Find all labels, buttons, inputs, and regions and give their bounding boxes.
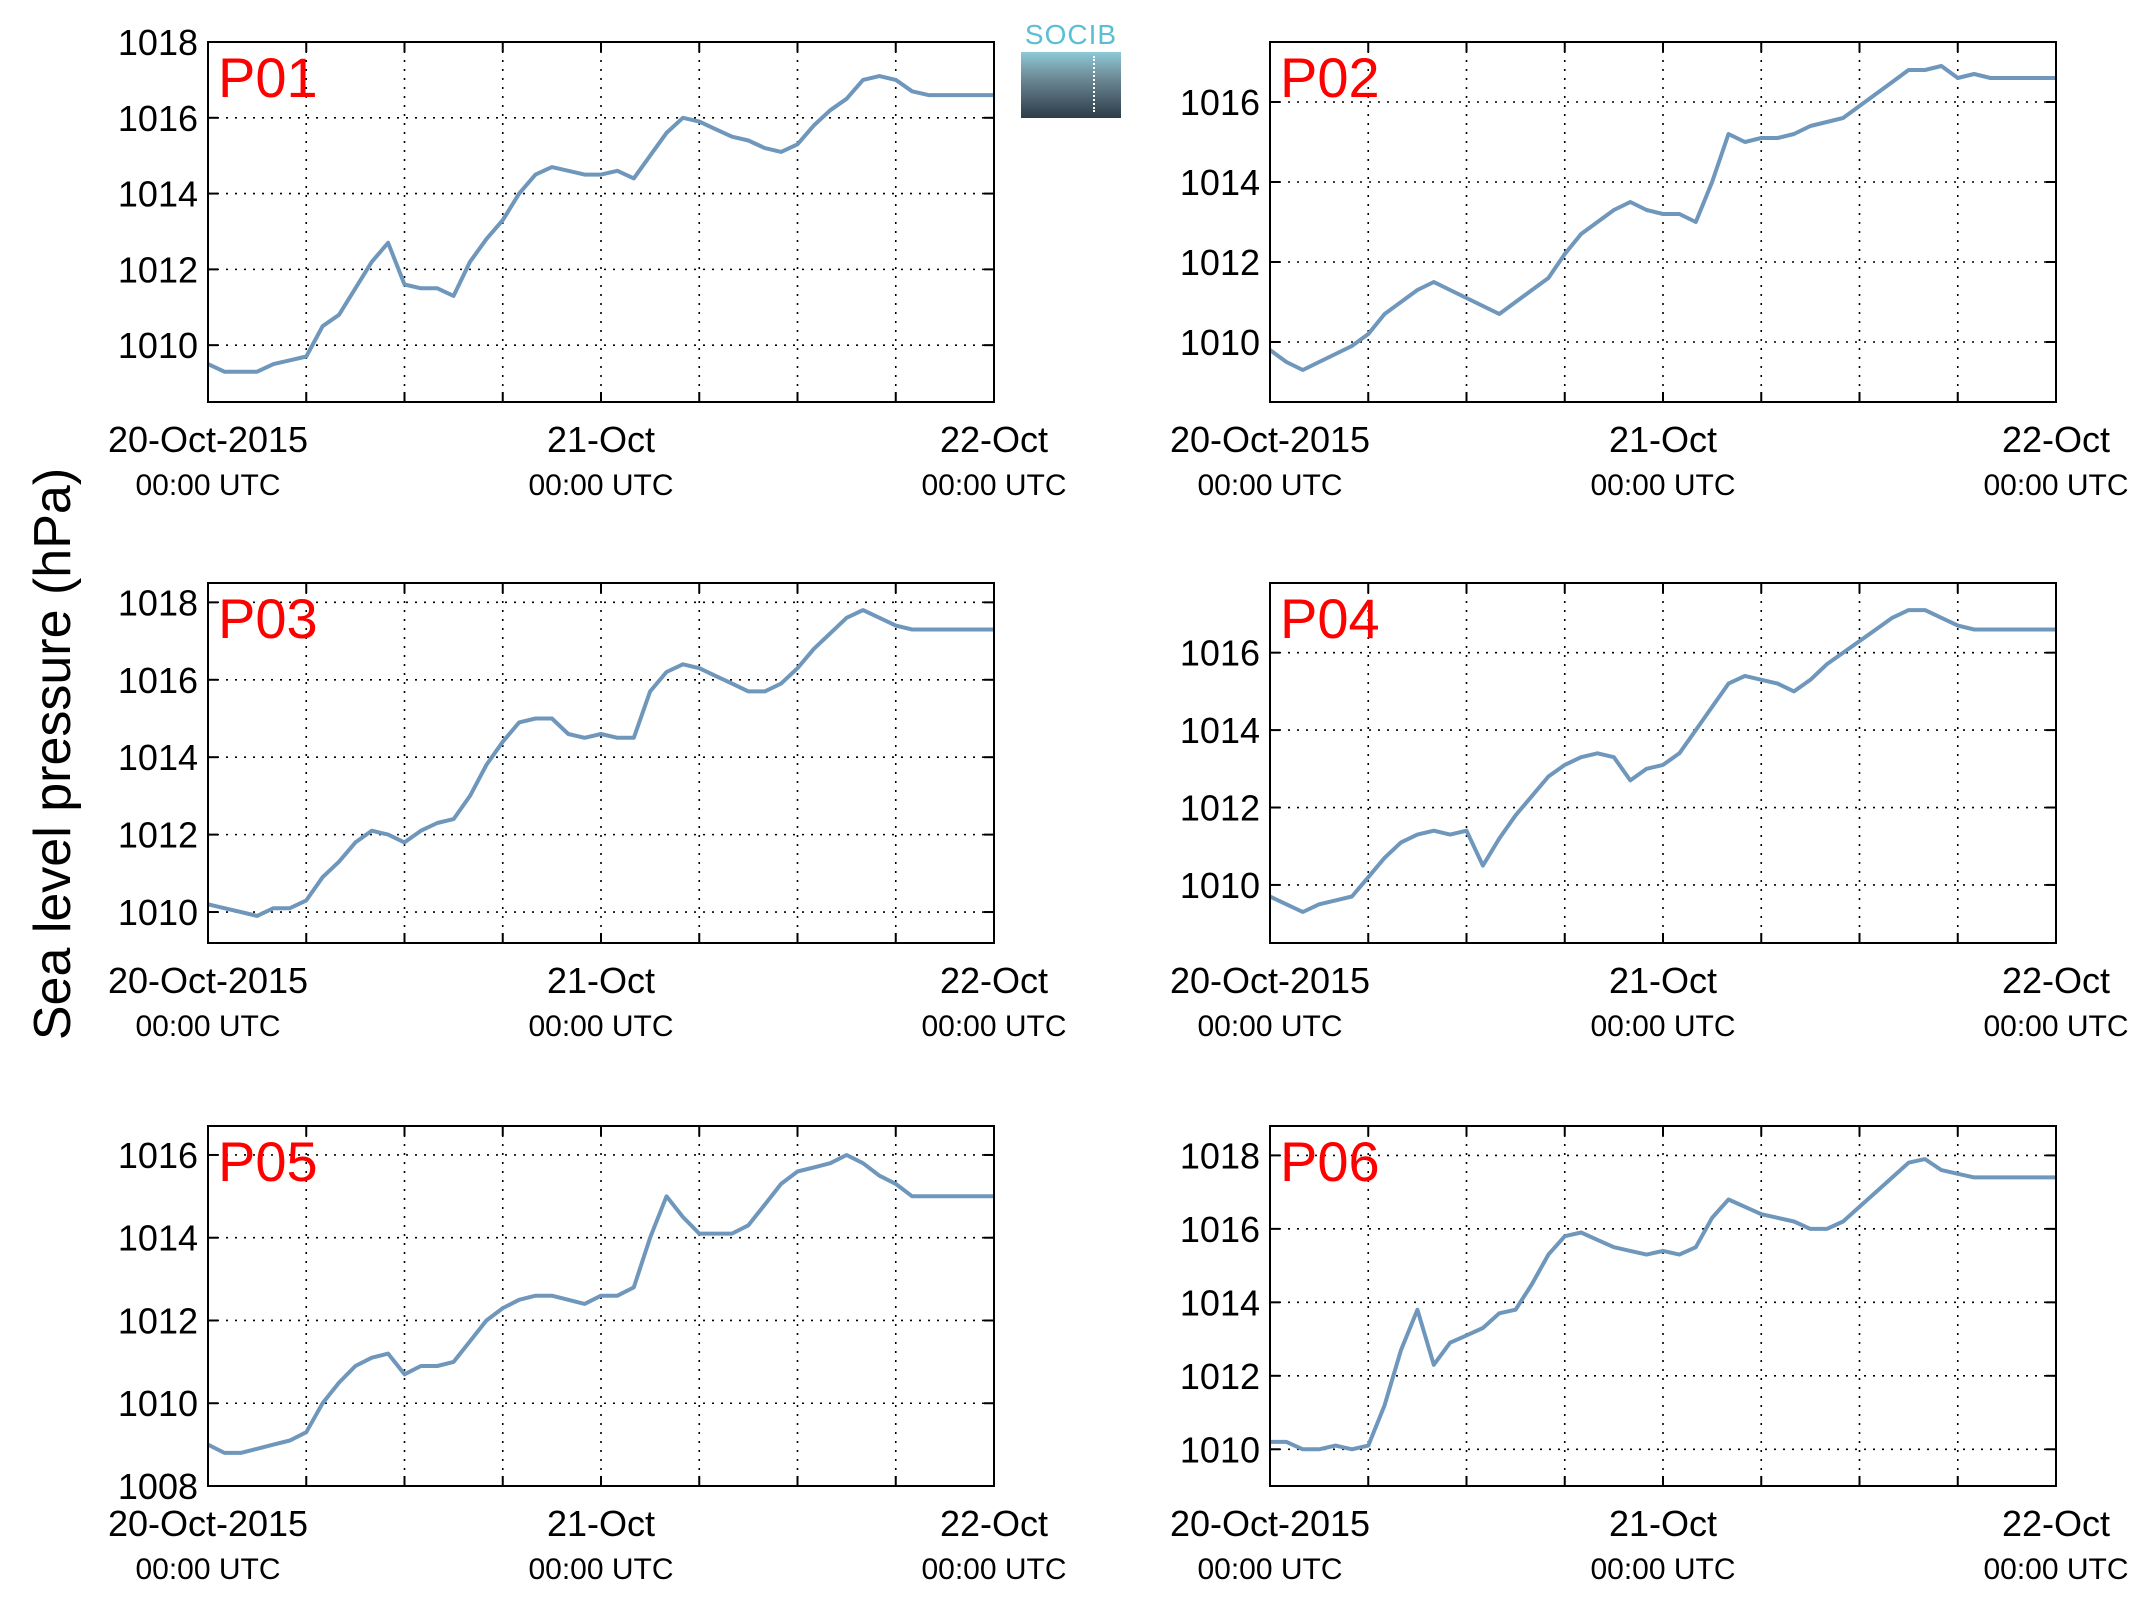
series-line (1269, 608, 2056, 914)
figure-ylabel: Sea level pressure (hPa) (24, 468, 82, 1040)
panel-p05: 1008 1010 1012 1014 1016 20-Oct-2015 00:00 UTC… (108, 1125, 1067, 1586)
y-tick-label: 1010 (1180, 322, 1260, 363)
logo-text: SOCIB (1024, 19, 1118, 50)
x-tick-sublabel: 00:00 UTC (1197, 469, 1342, 502)
x-tick-sublabel: 00:00 UTC (528, 469, 673, 502)
series-line (1268, 64, 2056, 372)
x-tick-sublabel: 00:00 UTC (1590, 469, 1735, 502)
y-tick-label: 1008 (118, 1466, 198, 1507)
y-tick-label: 1014 (118, 174, 198, 215)
series-line (1270, 1157, 2056, 1452)
y-tick-label: 1018 (118, 22, 198, 63)
x-tick-label: 20-Oct-2015 (108, 1503, 308, 1544)
panel-p03: 1010 1012 1014 1016 1018 20-Oct-2015 00:00 UTC… (108, 582, 1067, 1043)
x-tick-label: 21-Oct (1609, 960, 1717, 1001)
y-tick-label: 1012 (118, 815, 198, 856)
x-tick-sublabel: 00:00 UTC (135, 469, 280, 502)
panel-label: P04 (1280, 587, 1380, 650)
x-tick-sublabel: 00:00 UTC (528, 1010, 673, 1043)
x-tick-label: 21-Oct (1609, 1503, 1717, 1544)
x-tick-sublabel: 00:00 UTC (1197, 1010, 1342, 1043)
y-tick-label: 1012 (1180, 788, 1260, 829)
x-tick-sublabel: 00:00 UTC (1983, 1553, 2128, 1586)
x-tick-label: 21-Oct (547, 419, 655, 460)
y-tick-label: 1010 (118, 1383, 198, 1424)
y-tick-label: 1016 (118, 660, 198, 701)
panel-label: P06 (1280, 1130, 1380, 1193)
panel-p04: 1010 1012 1014 1016 20-Oct-2015 00:00 UTC 21-O… (1170, 582, 2129, 1043)
y-tick-label: 1018 (118, 582, 198, 623)
x-tick-label: 21-Oct (1609, 419, 1717, 460)
x-tick-sublabel: 00:00 UTC (921, 1010, 1066, 1043)
y-tick-label: 1012 (118, 249, 198, 290)
x-tick-sublabel: 00:00 UTC (1983, 1010, 2128, 1043)
panel-label: P02 (1280, 46, 1380, 109)
y-tick-label: 1014 (1180, 162, 1260, 203)
y-tick-label: 1010 (118, 325, 198, 366)
y-tick-label: 1016 (118, 1135, 198, 1176)
y-tick-label: 1014 (118, 1218, 198, 1259)
panel-label: P05 (218, 1130, 318, 1193)
y-tick-label: 1016 (118, 98, 198, 139)
x-tick-sublabel: 00:00 UTC (135, 1553, 280, 1586)
y-tick-label: 1010 (1180, 865, 1260, 906)
x-tick-sublabel: 00:00 UTC (1590, 1553, 1735, 1586)
y-tick-label: 1016 (1180, 633, 1260, 674)
x-tick-label: 20-Oct-2015 (1170, 419, 1370, 460)
x-tick-label: 22-Oct (940, 1503, 1048, 1544)
x-tick-label: 22-Oct (2002, 960, 2110, 1001)
x-tick-sublabel: 00:00 UTC (1983, 469, 2128, 502)
panel-p01: 1010 1012 1014 1016 1018 20-Oct-2015 00:00 UTC… (108, 22, 1067, 502)
y-tick-label: 1016 (1180, 82, 1260, 123)
x-tick-sublabel: 00:00 UTC (135, 1010, 280, 1043)
series-line (207, 74, 994, 374)
panel-label: P03 (218, 587, 318, 650)
socib-logo: SOCIB (1018, 18, 1124, 122)
y-tick-label: 1014 (1180, 710, 1260, 751)
y-tick-label: 1012 (1180, 1356, 1260, 1397)
y-tick-label: 1014 (1180, 1282, 1260, 1323)
x-tick-label: 22-Oct (2002, 1503, 2110, 1544)
panel-label: P01 (218, 46, 318, 109)
x-tick-label: 20-Oct-2015 (108, 419, 308, 460)
x-tick-sublabel: 00:00 UTC (921, 1553, 1066, 1586)
y-tick-label: 1018 (1180, 1135, 1260, 1176)
x-tick-label: 20-Oct-2015 (1170, 960, 1370, 1001)
x-tick-label: 20-Oct-2015 (108, 960, 308, 1001)
x-tick-label: 22-Oct (2002, 419, 2110, 460)
series-line (207, 1153, 994, 1455)
y-tick-label: 1014 (118, 737, 198, 778)
logo-dash (1093, 56, 1095, 112)
x-tick-label: 21-Oct (547, 1503, 655, 1544)
panel-p06: 1010 1012 1014 1016 1018 20-Oct-2015 00:00 UTC… (1170, 1125, 2129, 1586)
x-tick-label: 22-Oct (940, 960, 1048, 1001)
x-tick-label: 21-Oct (547, 960, 655, 1001)
x-tick-sublabel: 00:00 UTC (1197, 1553, 1342, 1586)
y-tick-label: 1012 (118, 1300, 198, 1341)
y-tick-label: 1010 (118, 892, 198, 933)
y-tick-label: 1012 (1180, 242, 1260, 283)
x-tick-sublabel: 00:00 UTC (921, 469, 1066, 502)
panel-p02: 1010 1012 1014 1016 20-Oct-2015 00:00 UTC 21-O… (1170, 41, 2129, 502)
x-tick-label: 22-Oct (940, 419, 1048, 460)
y-tick-label: 1010 (1180, 1429, 1260, 1470)
x-tick-label: 20-Oct-2015 (1170, 1503, 1370, 1544)
logo-block (1021, 52, 1121, 118)
x-tick-sublabel: 00:00 UTC (1590, 1010, 1735, 1043)
x-tick-sublabel: 00:00 UTC (528, 1553, 673, 1586)
y-tick-label: 1016 (1180, 1209, 1260, 1250)
series-line (207, 608, 994, 918)
